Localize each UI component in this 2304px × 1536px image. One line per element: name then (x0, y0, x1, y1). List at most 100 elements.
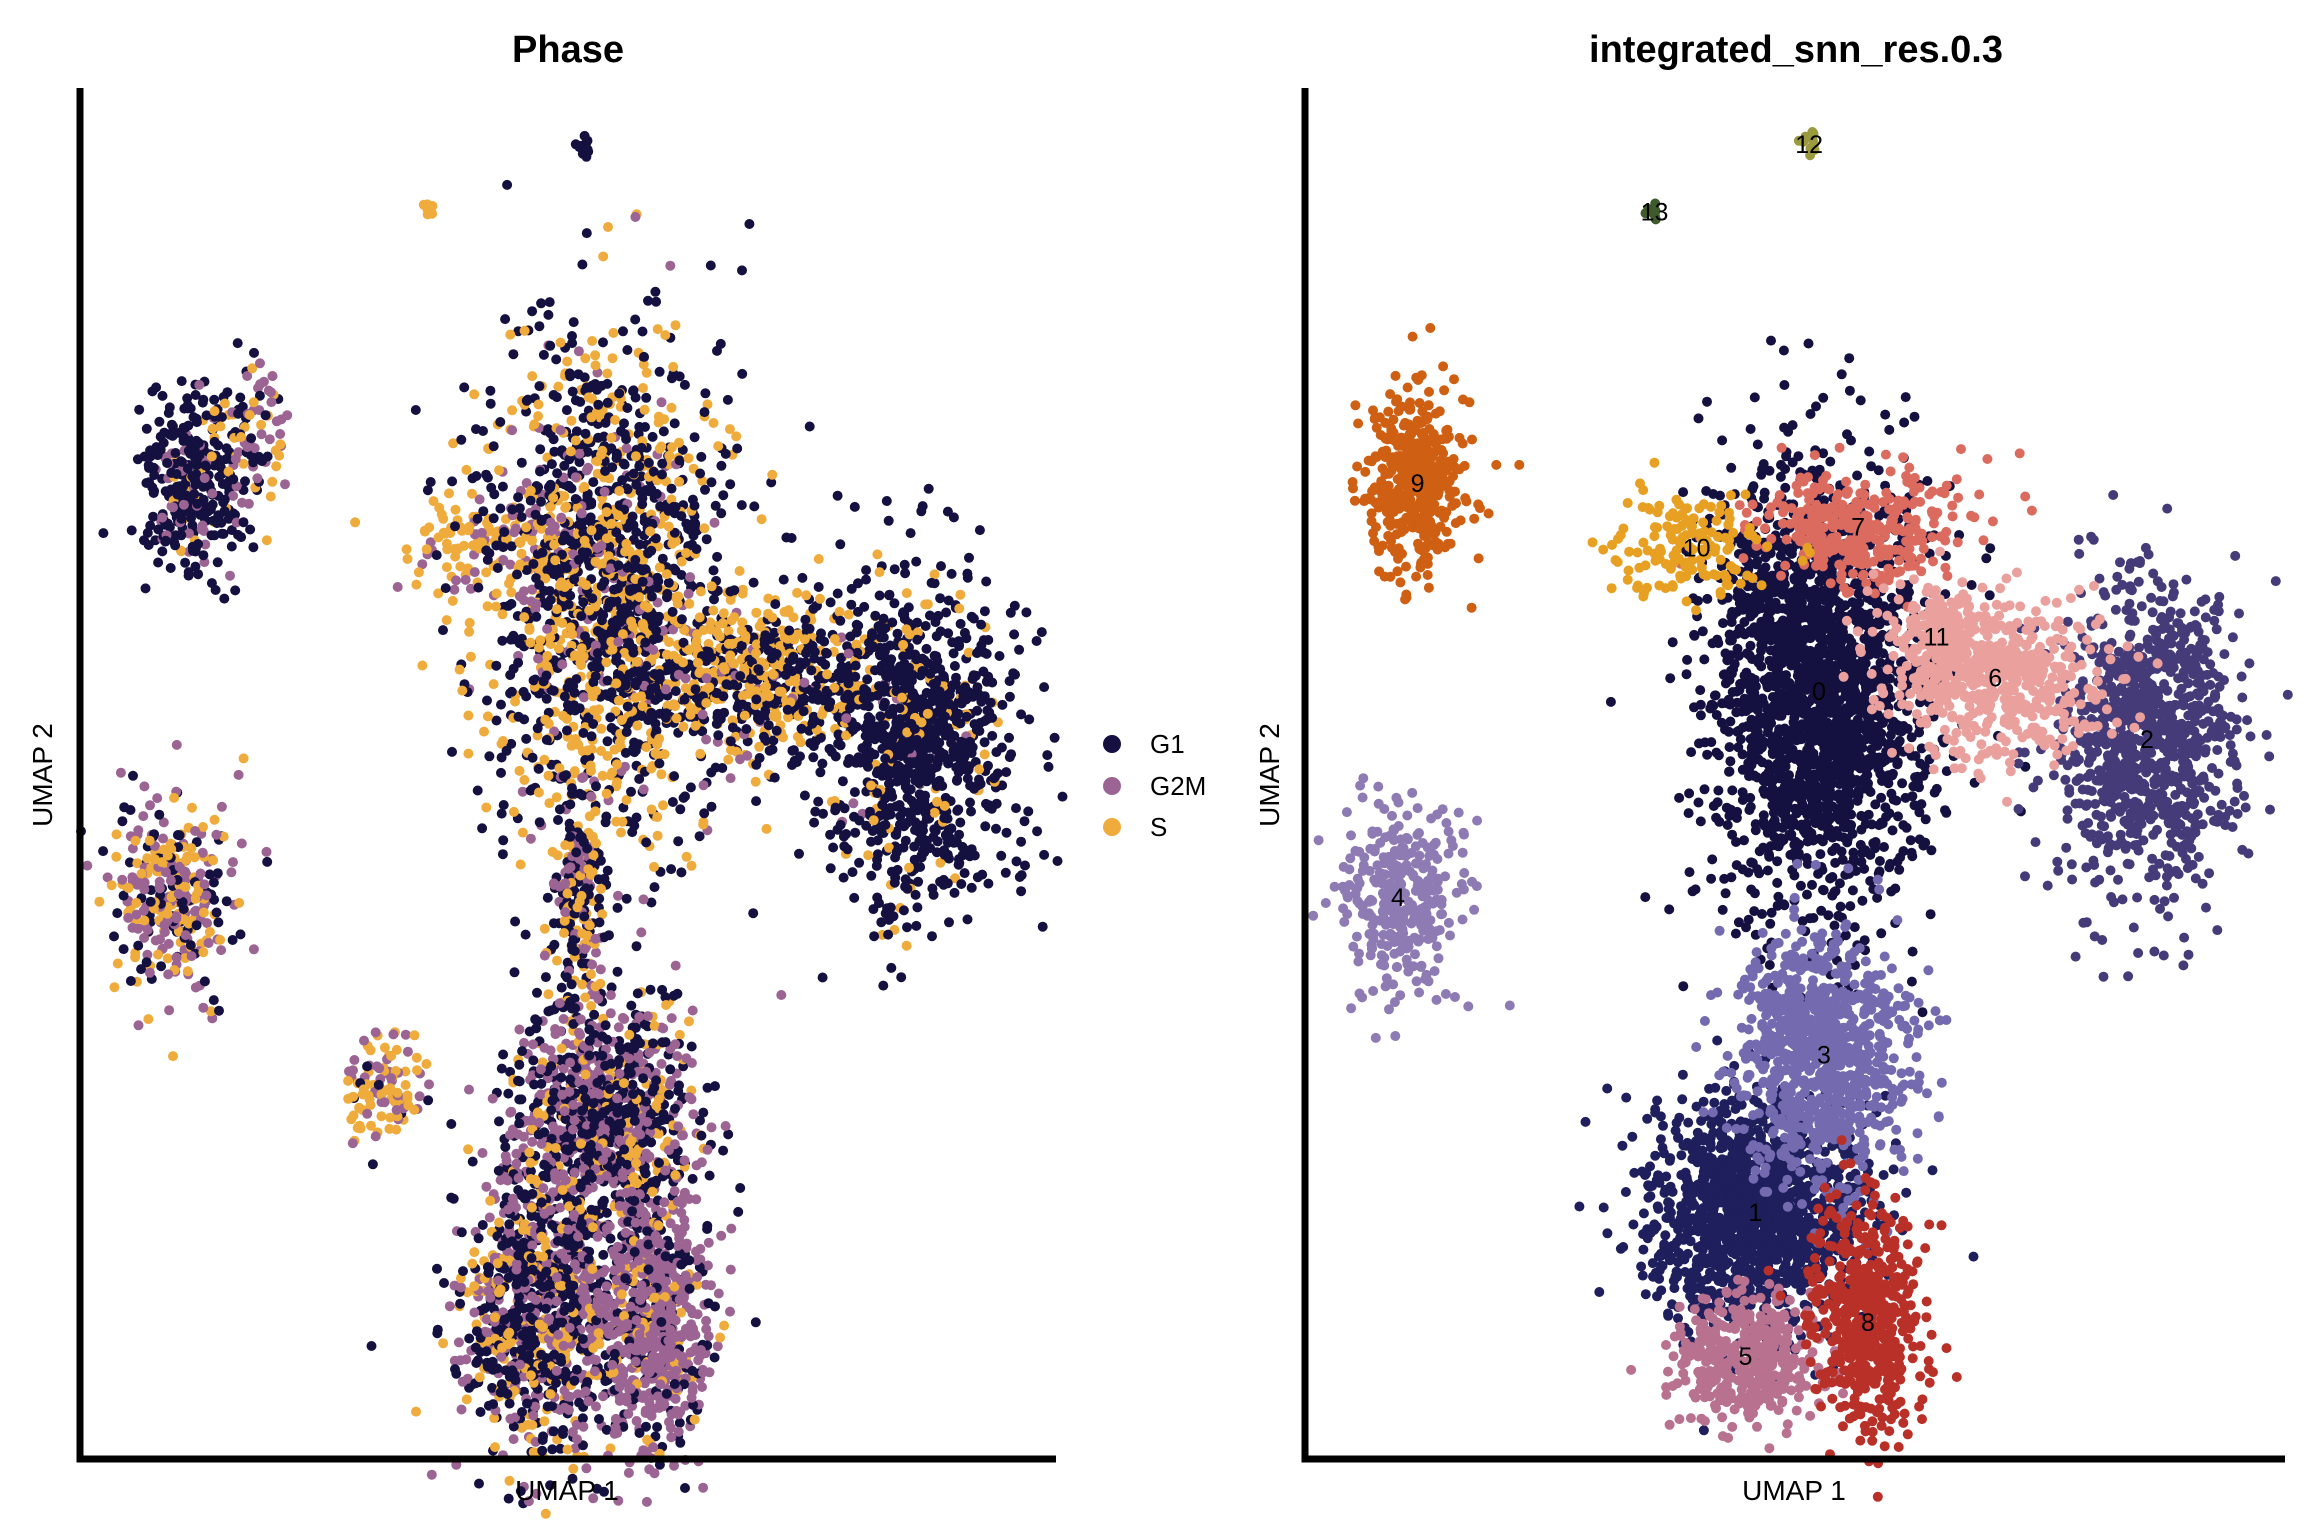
data-point (611, 777, 622, 788)
data-point (193, 569, 204, 580)
data-point (527, 371, 538, 382)
data-point (248, 542, 259, 553)
data-point (737, 265, 747, 276)
data-point (701, 698, 712, 708)
data-point (556, 512, 567, 523)
data-point (617, 816, 628, 827)
data-point (872, 549, 883, 560)
data-point (533, 763, 544, 774)
data-point (586, 1001, 597, 1011)
data-point (706, 581, 717, 592)
data-point (583, 864, 594, 875)
data-point (256, 429, 267, 440)
data-point (186, 843, 197, 854)
data-point (217, 528, 227, 539)
data-point (665, 1064, 676, 1075)
data-point (561, 405, 572, 416)
data-point (593, 874, 604, 885)
data-point (788, 651, 799, 662)
data-point (689, 500, 700, 511)
data-point (1057, 791, 1068, 802)
data-point (505, 329, 516, 340)
data-point (144, 967, 155, 978)
data-point (350, 517, 361, 528)
data-point (1000, 867, 1011, 878)
data-point (638, 894, 649, 905)
data-point (579, 911, 590, 922)
data-point (176, 530, 187, 541)
data-point (533, 399, 544, 410)
data-point (131, 897, 142, 908)
data-point (835, 615, 846, 626)
data-point (789, 755, 800, 766)
data-point (736, 500, 747, 511)
data-point (476, 527, 487, 538)
data-point (570, 472, 581, 483)
data-point (490, 529, 501, 540)
data-point (505, 559, 516, 570)
data-point (902, 922, 912, 933)
data-point (233, 769, 244, 780)
data-point (154, 883, 165, 894)
data-point (620, 747, 631, 758)
data-point (521, 733, 532, 744)
data-point (447, 746, 457, 757)
data-point (210, 585, 221, 595)
data-point (883, 929, 894, 940)
data-point (910, 889, 921, 900)
data-point (748, 577, 759, 588)
data-point (599, 486, 610, 497)
data-point (622, 562, 633, 573)
data-point (156, 961, 167, 972)
data-point (1021, 607, 1032, 618)
data-point (832, 490, 843, 501)
data-point (841, 829, 852, 839)
data-point (461, 464, 472, 475)
data-point (588, 477, 599, 488)
data-point (806, 665, 817, 676)
data-point (673, 836, 684, 847)
data-point (143, 1014, 154, 1025)
data-point (223, 466, 234, 477)
data-point (858, 693, 869, 704)
data-point (815, 593, 825, 604)
data-point (160, 535, 171, 546)
data-point (150, 935, 161, 946)
data-point (822, 669, 833, 680)
data-point (612, 902, 623, 913)
data-point (619, 418, 629, 429)
data-point (106, 880, 117, 891)
data-point (637, 618, 648, 629)
data-point (670, 686, 681, 697)
data-point (521, 478, 532, 488)
data-point (943, 595, 954, 606)
data-point (804, 421, 815, 432)
data-point (843, 758, 853, 768)
data-point (881, 496, 892, 506)
data-point (630, 212, 641, 222)
data-point (631, 479, 642, 490)
data-point (180, 557, 191, 568)
data-point (938, 749, 949, 760)
data-point (829, 634, 840, 644)
data-point (112, 908, 123, 919)
data-point (616, 827, 626, 838)
data-point (141, 957, 152, 968)
data-point (933, 780, 944, 791)
data-point (848, 798, 859, 809)
data-point (921, 643, 932, 654)
data-point (725, 773, 736, 784)
data-point (815, 767, 826, 778)
data-point (192, 460, 202, 470)
data-point (796, 723, 807, 734)
data-point (660, 330, 671, 341)
data-point (767, 612, 778, 623)
data-point (654, 733, 665, 744)
data-point (622, 403, 633, 413)
data-point (560, 502, 571, 513)
data-point (966, 806, 976, 817)
data-point (637, 565, 648, 576)
data-point (581, 580, 592, 591)
data-point (1009, 629, 1020, 640)
data-point (234, 897, 245, 908)
